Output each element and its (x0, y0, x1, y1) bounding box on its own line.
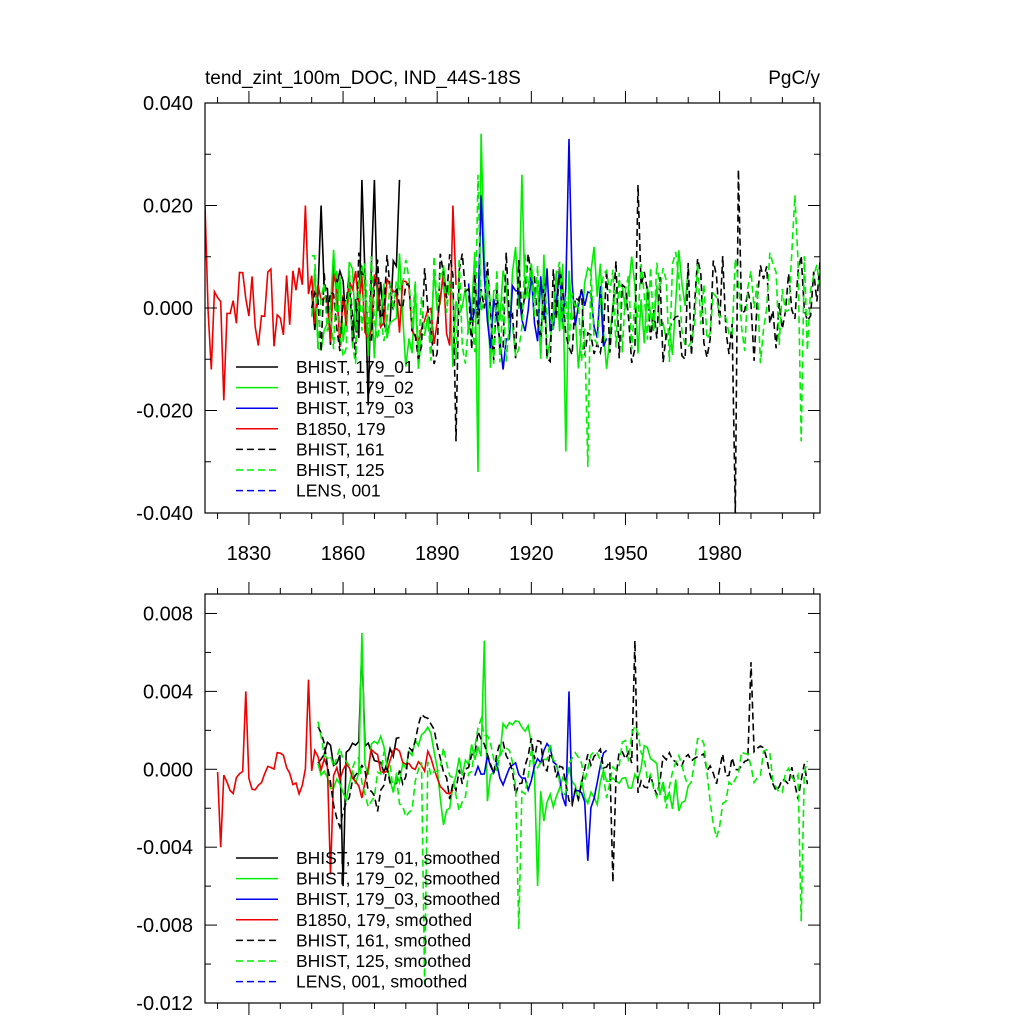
y-tick-label: 0.000 (143, 298, 193, 320)
series-line-0-1 (310, 133, 689, 473)
plot-frame (204, 593, 821, 1004)
units-label: PgC/y (768, 68, 820, 89)
legend-entry: BHIST, 179_01, smoothed (296, 848, 500, 869)
x-tick-label: 1920 (509, 543, 554, 565)
legend-entry: LENS, 001 (296, 481, 381, 501)
series-line-1-5 (317, 715, 809, 984)
legend-entry: B1850, 179 (296, 419, 386, 439)
series-line-0-2 (467, 138, 608, 370)
legend-entry: BHIST, 125 (296, 460, 385, 480)
x-tick-label: 1860 (321, 543, 366, 565)
legend-entry: B1850, 179, smoothed (296, 910, 472, 930)
y-tick-label: -0.020 (136, 401, 193, 423)
legend-entry: BHIST, 179_03 (296, 398, 414, 419)
series-line-1-4 (317, 640, 809, 883)
y-tick-label: 0.020 (143, 196, 193, 218)
legend-entry: BHIST, 179_03, smoothed (296, 889, 500, 910)
series-line-1-1 (317, 632, 689, 887)
legend-entry: LENS, 001, smoothed (296, 972, 467, 992)
y-tick-label: -0.008 (136, 915, 193, 937)
legend-entry: BHIST, 179_01 (296, 357, 414, 378)
series-line-0-0 (310, 179, 401, 406)
top-panel: -0.040 -0.020 0.000 0.020 0.040 1830 1860 1890 1… (136, 91, 821, 565)
series-line-0-3 (205, 205, 457, 401)
y-tick-label: 0.004 (143, 681, 193, 703)
y-tick-label: -0.012 (136, 993, 193, 1015)
y-tick-label: -0.004 (136, 837, 193, 859)
legend-entry: BHIST, 179_02 (296, 378, 414, 399)
x-tick-label: 1890 (415, 543, 460, 565)
x-tick-label: 1950 (603, 543, 648, 565)
y-tick-label: -0.040 (136, 503, 193, 525)
legend-entry: BHIST, 125, smoothed (296, 951, 471, 971)
legend-entry: BHIST, 161 (296, 439, 385, 459)
x-tick-label: 1980 (697, 543, 742, 565)
chart-title: tend_zint_100m_DOC, IND_44S-18S (205, 68, 521, 89)
y-tick-label: 0.040 (143, 93, 193, 115)
x-tick-label: 1830 (227, 543, 272, 565)
bottom-panel: -0.012 -0.008 -0.004 0.000 0.004 0.008 BHIST, … (136, 582, 821, 1015)
legend-entry: BHIST, 179_02, smoothed (296, 869, 500, 890)
series-line-1-3 (216, 679, 454, 875)
y-tick-label: 0.000 (143, 759, 193, 781)
series-line-0-5 (311, 174, 820, 467)
y-tick-label: 0.008 (143, 603, 193, 625)
legend-entry: BHIST, 161, smoothed (296, 930, 471, 950)
